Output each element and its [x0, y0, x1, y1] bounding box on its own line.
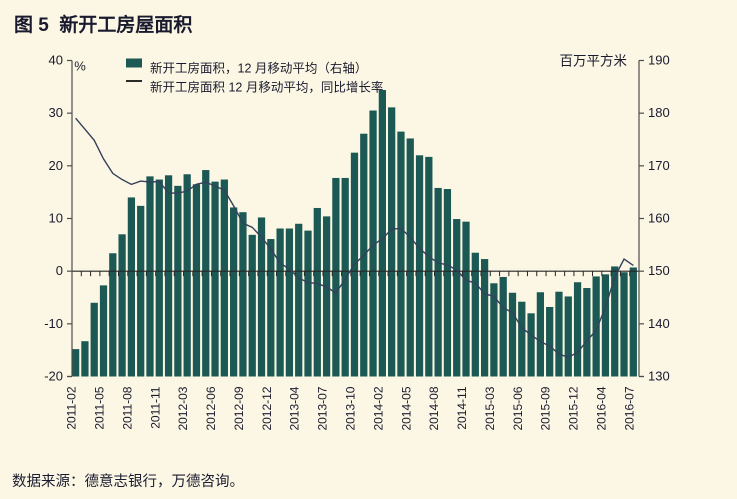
svg-text:新开工房面积，12 月移动平均（右轴）: 新开工房面积，12 月移动平均（右轴） [150, 61, 367, 76]
svg-text:-10: -10 [44, 316, 63, 331]
svg-text:2014-11: 2014-11 [455, 386, 469, 429]
svg-text:20: 20 [49, 158, 63, 173]
svg-text:2016-04: 2016-04 [594, 386, 608, 430]
svg-text:2012-09: 2012-09 [232, 386, 246, 430]
svg-text:2011-11: 2011-11 [148, 386, 162, 429]
svg-text:2013-07: 2013-07 [316, 386, 330, 430]
svg-text:2014-08: 2014-08 [427, 386, 441, 430]
svg-text:-20: -20 [44, 369, 63, 384]
svg-text:180: 180 [648, 105, 670, 120]
svg-text:160: 160 [648, 211, 670, 226]
svg-text:百万平方米: 百万平方米 [560, 54, 628, 69]
svg-text:140: 140 [648, 316, 670, 331]
svg-text:2014-02: 2014-02 [371, 386, 385, 430]
svg-text:2015-09: 2015-09 [539, 386, 553, 430]
svg-text:0: 0 [56, 263, 63, 278]
svg-text:%: % [74, 59, 86, 74]
svg-text:2015-06: 2015-06 [511, 386, 525, 430]
svg-text:2012-03: 2012-03 [176, 386, 190, 430]
svg-text:2011-02: 2011-02 [65, 386, 79, 429]
svg-text:2012-12: 2012-12 [260, 386, 274, 430]
svg-text:2016-07: 2016-07 [622, 386, 636, 430]
svg-text:30: 30 [49, 105, 63, 120]
svg-text:数据来源：德意志银行，万德咨询。: 数据来源：德意志银行，万德咨询。 [12, 472, 244, 490]
svg-text:2014-05: 2014-05 [399, 386, 413, 430]
svg-text:10: 10 [49, 211, 63, 226]
svg-text:2013-10: 2013-10 [343, 386, 357, 430]
svg-text:130: 130 [648, 369, 670, 384]
svg-text:2011-05: 2011-05 [93, 386, 107, 429]
svg-text:2011-08: 2011-08 [120, 386, 134, 429]
svg-text:170: 170 [648, 158, 670, 173]
svg-text:150: 150 [648, 263, 670, 278]
svg-text:2015-12: 2015-12 [567, 386, 581, 430]
svg-text:2013-04: 2013-04 [288, 386, 302, 430]
svg-text:新开工房面积 12 月移动平均，同比增长率: 新开工房面积 12 月移动平均，同比增长率 [150, 80, 383, 95]
svg-text:2012-06: 2012-06 [204, 386, 218, 430]
svg-text:2015-03: 2015-03 [483, 386, 497, 430]
svg-text:40: 40 [49, 53, 63, 68]
svg-text:190: 190 [648, 53, 670, 68]
